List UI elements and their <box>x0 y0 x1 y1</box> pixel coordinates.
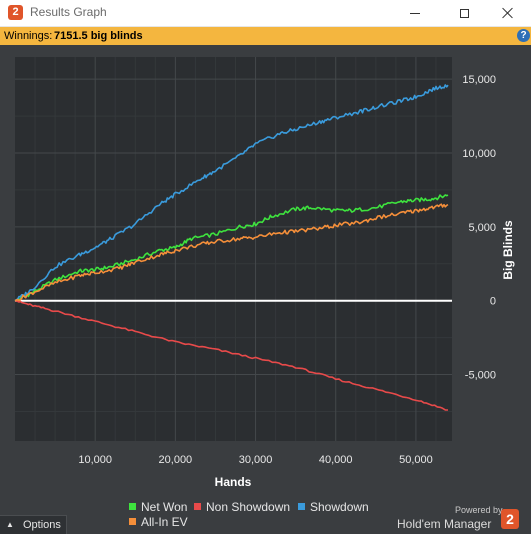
chart-ticks: 10,000 20,000 30,000 40,000 50,000 -5,000 0 5,0… <box>78 74 496 466</box>
y-tick-label: 0 <box>490 296 496 308</box>
x-tick-label: 10,000 <box>78 454 112 466</box>
window-title: Results Graph <box>30 5 107 19</box>
x-tick-label: 30,000 <box>239 454 273 466</box>
legend-swatch-non-showdown <box>194 503 201 510</box>
series-line-non-showdown <box>14 299 449 411</box>
y-tick-label: 15,000 <box>462 74 496 86</box>
brand-name: Hold'em Manager <box>397 517 492 531</box>
x-tick-label: 20,000 <box>159 454 193 466</box>
plot-area <box>15 57 452 441</box>
legend-item-net-won[interactable]: Net Won <box>129 500 187 514</box>
y-tick-label: 10,000 <box>462 148 496 160</box>
legend-swatch-showdown <box>298 503 305 510</box>
x-axis-title: Hands <box>215 475 252 489</box>
series-line-all-in-ev <box>14 203 449 302</box>
chart-series <box>14 84 449 411</box>
maximize-icon <box>459 8 469 18</box>
y-tick-label: -5,000 <box>465 370 496 382</box>
legend-label: All-In EV <box>141 515 188 529</box>
options-label: Options <box>23 519 61 531</box>
minimize-button[interactable] <box>392 0 438 26</box>
chart-grid <box>15 57 452 441</box>
legend-swatch-all-in-ev <box>129 518 136 525</box>
app-logo-icon: 2 <box>8 5 23 20</box>
legend-label: Net Won <box>141 500 188 514</box>
x-tick-label: 40,000 <box>319 454 353 466</box>
help-icon[interactable]: ? <box>517 29 530 42</box>
winnings-label: Winnings: <box>4 30 53 42</box>
legend-item-non-showdown[interactable]: Non Showdown <box>194 500 290 514</box>
series-line-net-won <box>14 194 449 302</box>
title-bar: 2 Results Graph <box>0 0 531 27</box>
y-axis-title: Big Blinds <box>501 220 515 280</box>
legend-item-showdown[interactable]: Showdown <box>298 500 369 514</box>
legend-swatch-net-won <box>129 503 136 510</box>
legend-label: Showdown <box>310 500 369 514</box>
y-tick-label: 5,000 <box>468 222 496 234</box>
winnings-bar: Winnings: 7151.5 big blinds ? <box>0 27 531 45</box>
winnings-value: 7151.5 big blinds <box>54 30 143 42</box>
x-tick-label: 50,000 <box>399 454 433 466</box>
brand-logo-icon: 2 <box>501 509 519 529</box>
powered-by-label: Powered by <box>455 505 503 515</box>
minimize-icon <box>410 12 420 14</box>
legend-item-all-in-ev[interactable]: All-In EV <box>129 515 188 529</box>
maximize-button[interactable] <box>441 0 487 26</box>
legend-label: Non Showdown <box>206 500 291 514</box>
options-button[interactable]: ▲ Options <box>0 515 67 534</box>
expand-up-icon: ▲ <box>6 520 14 529</box>
series-line-showdown <box>14 84 449 302</box>
